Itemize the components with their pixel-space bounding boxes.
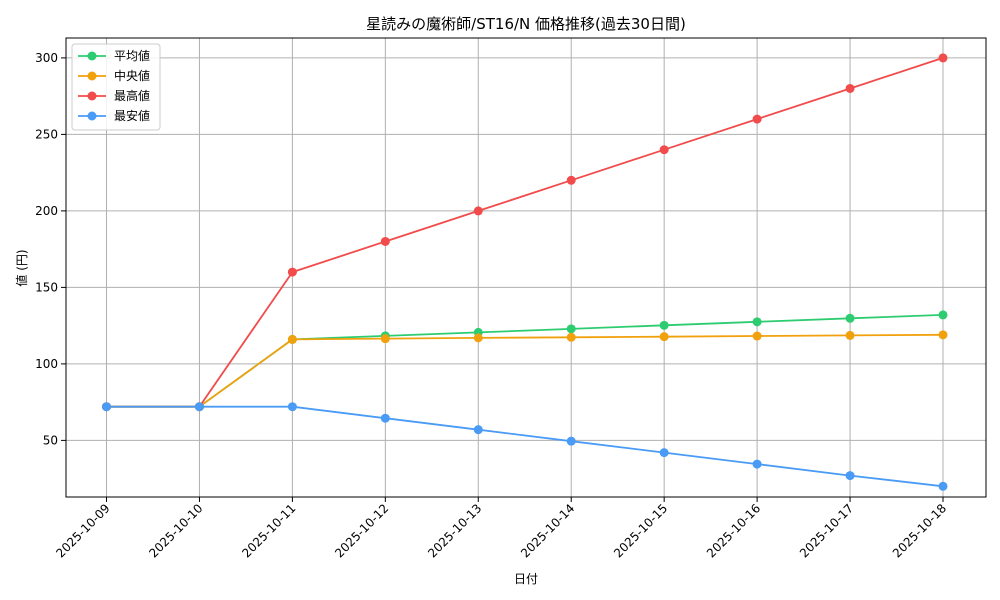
y-tick-label: 100 bbox=[35, 357, 58, 371]
grid bbox=[66, 38, 986, 497]
y-axis-label: 値 (円) bbox=[14, 249, 29, 286]
series-layer bbox=[102, 53, 948, 491]
data-point bbox=[938, 330, 948, 340]
legend-label: 平均値 bbox=[114, 48, 150, 63]
legend-marker bbox=[87, 91, 97, 101]
legend-marker bbox=[87, 111, 97, 121]
data-point bbox=[845, 471, 855, 481]
legend-label: 中央値 bbox=[114, 68, 150, 83]
data-point bbox=[938, 310, 948, 320]
data-point bbox=[938, 53, 948, 63]
y-tick-label: 300 bbox=[35, 51, 58, 65]
data-point bbox=[752, 459, 762, 469]
y-tick-label: 200 bbox=[35, 204, 58, 218]
data-point bbox=[473, 425, 483, 435]
y-tick-label: 50 bbox=[43, 433, 58, 447]
data-point bbox=[566, 332, 576, 342]
data-point bbox=[194, 402, 204, 412]
data-point bbox=[287, 267, 297, 277]
data-point bbox=[102, 402, 111, 412]
legend-box bbox=[71, 43, 161, 131]
chart-title: 星読みの魔術師/ST16/N 価格推移(過去30日間) bbox=[366, 15, 686, 33]
data-point bbox=[566, 175, 576, 185]
data-point bbox=[752, 331, 762, 341]
legend-label: 最安値 bbox=[114, 108, 150, 123]
data-point bbox=[845, 83, 855, 93]
legend-item: 最安値 bbox=[78, 108, 150, 123]
data-point bbox=[380, 236, 390, 246]
legend-label: 最高値 bbox=[114, 88, 150, 103]
data-point bbox=[659, 332, 669, 342]
data-point bbox=[659, 448, 669, 458]
x-axis-label: 日付 bbox=[514, 572, 538, 586]
data-point bbox=[752, 114, 762, 124]
legend-item: 最高値 bbox=[78, 88, 150, 103]
series-line bbox=[106, 405, 944, 488]
series-line bbox=[106, 57, 944, 408]
data-point bbox=[938, 481, 948, 491]
data-point bbox=[845, 330, 855, 340]
series-4 bbox=[102, 402, 948, 491]
data-point bbox=[473, 206, 483, 216]
data-point bbox=[473, 333, 483, 343]
y-tick-label: 250 bbox=[35, 127, 58, 141]
data-point bbox=[752, 317, 762, 327]
y-axis-ticks: 50 100 150 200 250 300 bbox=[35, 51, 66, 447]
data-point bbox=[287, 334, 297, 344]
data-point bbox=[287, 402, 297, 412]
legend-marker bbox=[87, 51, 97, 61]
data-point bbox=[380, 413, 390, 423]
data-point bbox=[566, 436, 576, 446]
series-line bbox=[106, 333, 944, 408]
legend-item: 平均値 bbox=[78, 48, 150, 63]
plot-frame bbox=[65, 37, 987, 498]
y-tick-label: 150 bbox=[35, 280, 58, 294]
legend-marker bbox=[87, 71, 97, 81]
data-point bbox=[380, 334, 390, 344]
data-point bbox=[845, 313, 855, 323]
data-point bbox=[566, 324, 576, 334]
data-point bbox=[659, 145, 669, 155]
legend-item: 中央値 bbox=[78, 68, 150, 83]
data-point bbox=[659, 320, 669, 330]
